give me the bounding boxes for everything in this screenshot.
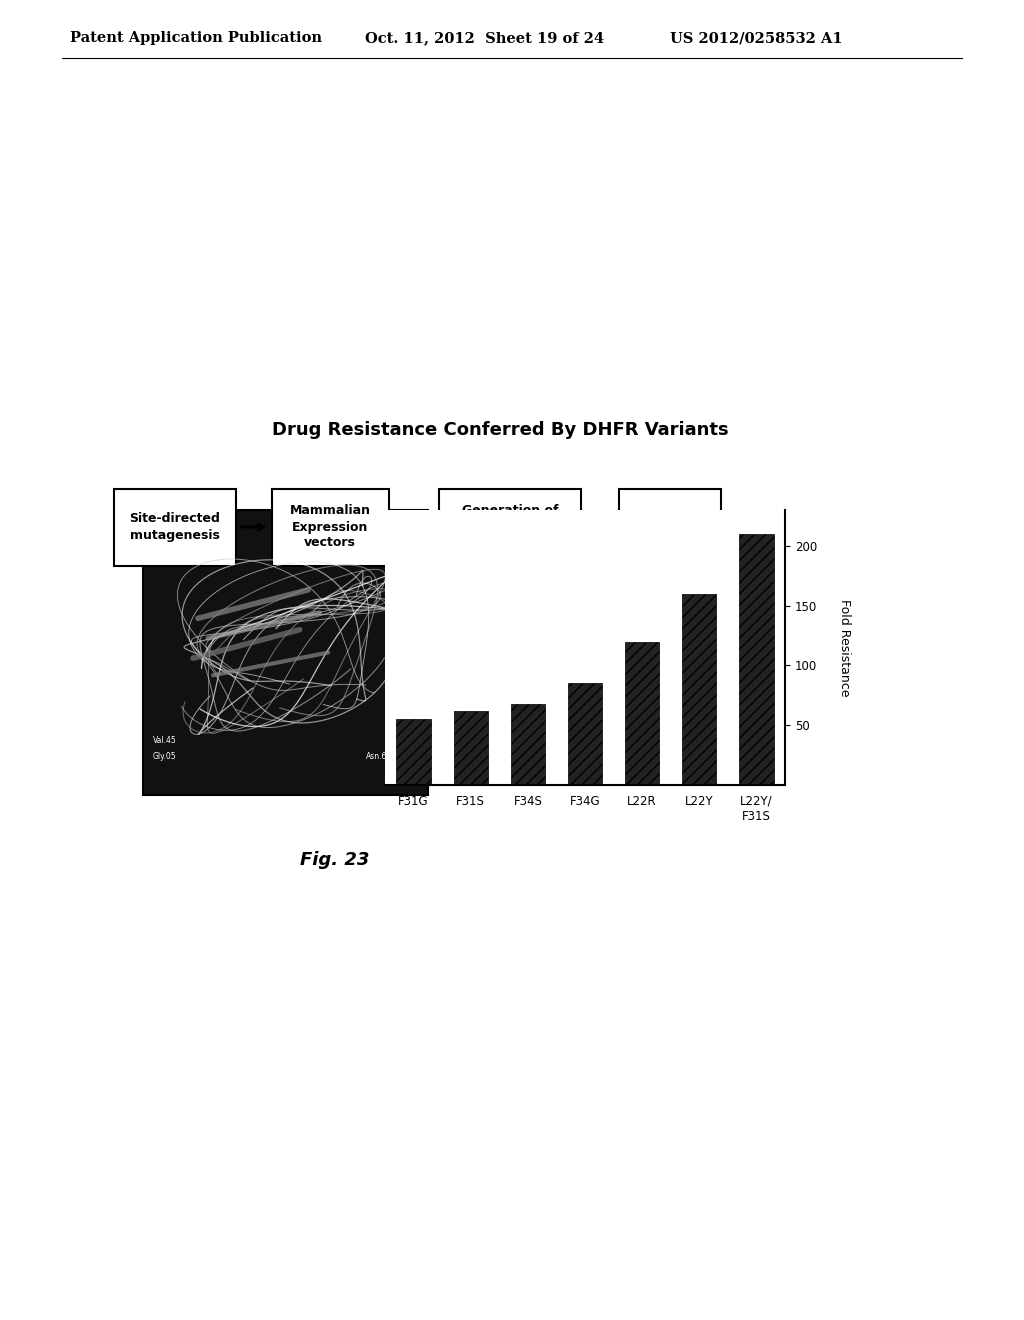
Text: Val.45: Val.45 bbox=[153, 737, 177, 744]
Text: Generation of
Transfected cell
lines: Generation of Transfected cell lines bbox=[455, 504, 565, 549]
FancyBboxPatch shape bbox=[618, 488, 721, 565]
Bar bbox=[739, 533, 773, 785]
Text: Fig. 23: Fig. 23 bbox=[300, 851, 370, 869]
Text: Site-directed
mutagenesis: Site-directed mutagenesis bbox=[130, 512, 220, 541]
Bar bbox=[143, 510, 428, 795]
FancyBboxPatch shape bbox=[271, 488, 388, 565]
Text: US 2012/0258532 A1: US 2012/0258532 A1 bbox=[670, 30, 843, 45]
Text: Oct. 11, 2012  Sheet 19 of 24: Oct. 11, 2012 Sheet 19 of 24 bbox=[365, 30, 604, 45]
Text: Asn.64: Asn.64 bbox=[366, 752, 392, 762]
Y-axis label: Fold Resistance: Fold Resistance bbox=[838, 599, 851, 696]
Text: Survival
curves: Survival curves bbox=[641, 512, 698, 541]
Text: Patent Application Publication: Patent Application Publication bbox=[70, 30, 322, 45]
Bar bbox=[568, 684, 602, 785]
Bar bbox=[454, 711, 487, 785]
Bar bbox=[625, 642, 659, 785]
FancyBboxPatch shape bbox=[439, 488, 581, 565]
Text: Gly.05: Gly.05 bbox=[153, 752, 176, 762]
Bar bbox=[511, 704, 545, 785]
Text: Mammalian
Expression
vectors: Mammalian Expression vectors bbox=[290, 504, 371, 549]
Bar bbox=[682, 594, 717, 785]
FancyBboxPatch shape bbox=[114, 488, 236, 565]
Bar bbox=[396, 719, 431, 785]
Text: Drug Resistance Conferred By DHFR Variants: Drug Resistance Conferred By DHFR Varian… bbox=[271, 421, 728, 440]
